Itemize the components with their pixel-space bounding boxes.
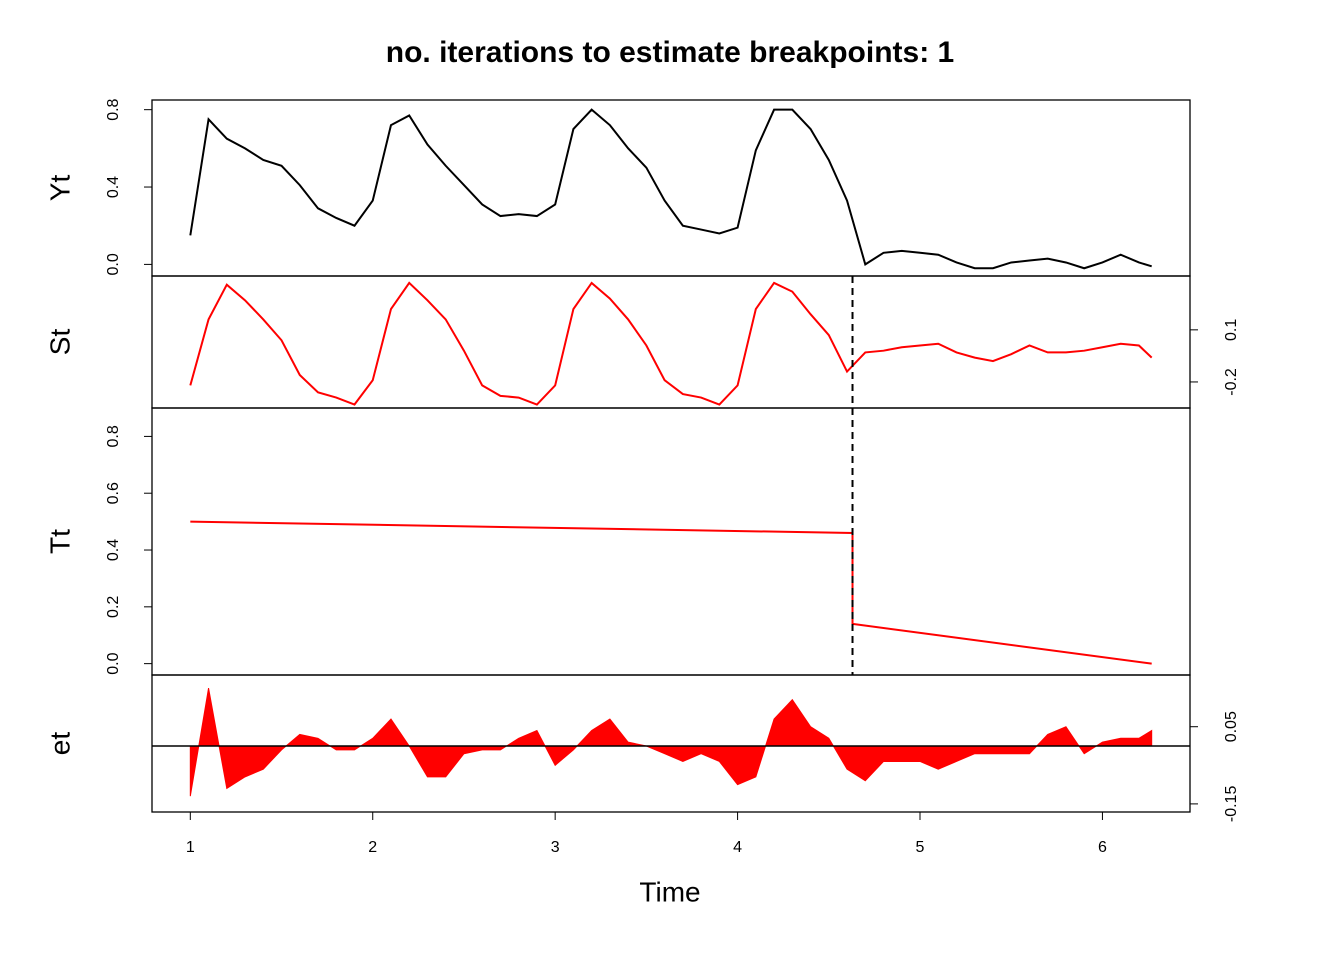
- series-line: [189, 281, 1153, 406]
- x-tick-label: 6: [1098, 839, 1107, 856]
- x-tick-label: 3: [551, 839, 560, 856]
- y-tick-label: 0.0: [105, 253, 122, 275]
- x-tick-label: 1: [186, 839, 195, 856]
- y-tick-label: 0.0: [105, 652, 122, 674]
- y-tick-label: 0.4: [105, 176, 122, 198]
- y-axis-label: Tt: [44, 529, 75, 554]
- y-axis-label: et: [44, 732, 75, 756]
- x-axis-label: Time: [639, 876, 700, 907]
- series-line: [190, 520, 1152, 665]
- y-tick-label: 0.8: [105, 425, 122, 447]
- panel-frame: [151, 99, 1191, 277]
- x-tick-label: 2: [368, 839, 377, 856]
- y-axis-label: St: [44, 329, 75, 356]
- y-tick-label: -0.15: [1223, 786, 1240, 823]
- chart-title: no. iterations to estimate breakpoints: …: [386, 36, 954, 69]
- panel-frame: [151, 674, 1191, 813]
- residual-area: [189, 688, 1153, 797]
- y-tick-label: 0.1: [1223, 319, 1240, 341]
- y-tick-label: 0.6: [105, 482, 122, 504]
- y-tick-label: 0.4: [105, 539, 122, 561]
- y-tick-label: 0.2: [105, 596, 122, 618]
- series-line: [189, 108, 1152, 270]
- x-tick-label: 4: [733, 839, 742, 856]
- y-tick-label: 0.8: [105, 98, 122, 120]
- x-tick-label: 5: [916, 839, 925, 856]
- y-tick-label: 0.05: [1223, 711, 1240, 742]
- y-axis-label: Yt: [44, 175, 75, 202]
- panel-frame: [151, 407, 1191, 676]
- panel-frame: [151, 275, 1191, 409]
- y-tick-label: -0.2: [1223, 368, 1240, 396]
